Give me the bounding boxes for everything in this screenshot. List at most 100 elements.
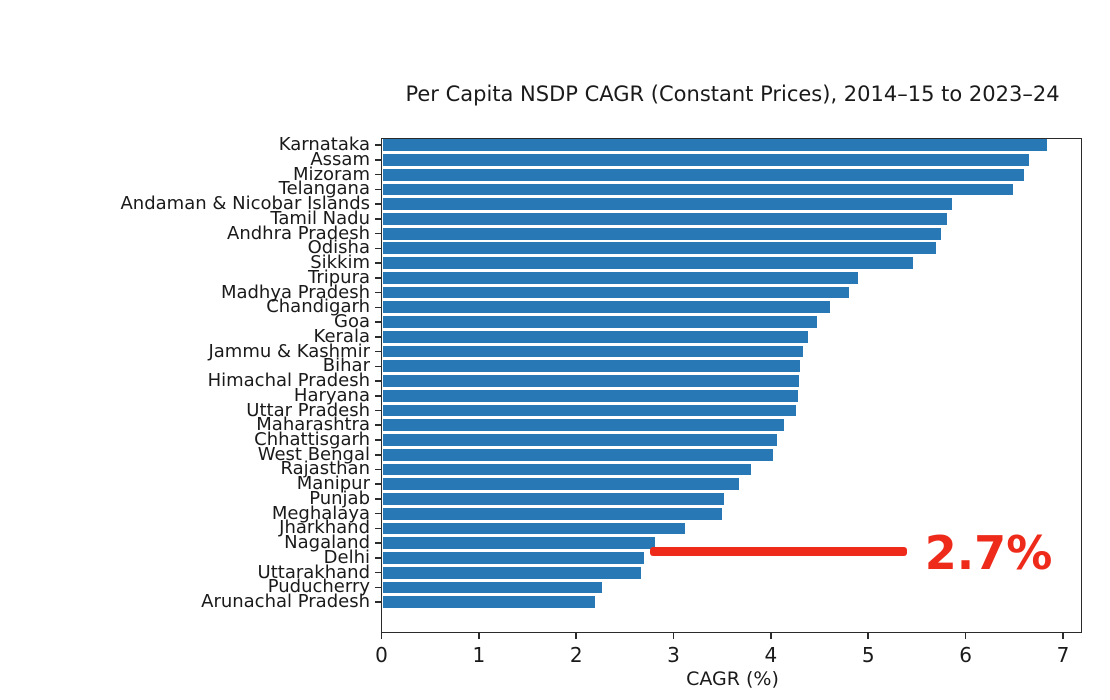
y-tick [375,527,381,530]
y-tick-label: Assam [310,148,370,170]
x-tick [380,633,383,639]
y-tick [375,173,381,176]
y-tick-label: Bihar [322,355,370,377]
bar [382,360,801,373]
bar [382,581,602,594]
x-tick [964,633,967,639]
bar [382,537,656,550]
x-tick-label: 0 [375,643,388,667]
y-tick [375,159,381,161]
x-tick-label: 3 [667,643,680,667]
y-tick [375,218,381,220]
y-tick [375,586,381,589]
y-tick-label: Uttar Pradesh [246,399,370,421]
y-tick-label: Sikkim [310,252,370,274]
y-tick [375,512,381,515]
bar [382,389,799,402]
bar [382,522,686,535]
x-tick [478,633,480,639]
y-tick [375,203,381,205]
bar [382,227,942,240]
bar [382,448,773,461]
annotation-value-label: 2.7% [924,525,1053,580]
y-tick [375,498,381,500]
x-tick-label: 6 [959,643,972,667]
y-tick-label: Maharashtra [256,414,370,436]
y-tick [375,394,381,397]
bar [382,404,797,417]
bar [382,419,784,432]
y-tick [375,557,381,559]
bar [382,139,1048,152]
y-tick [375,483,381,485]
y-tick [375,350,381,353]
y-tick [375,601,381,603]
y-tick-label: Chandigarh [266,296,370,318]
y-tick-label: Haryana [293,384,370,406]
y-tick-label: Chhattisgarh [254,429,370,450]
bar [382,463,752,476]
y-tick-label: Manipur [296,473,370,495]
y-tick-label: Andhra Pradesh [227,222,370,244]
y-tick-label: Telangana [278,178,370,200]
y-tick [375,380,381,382]
y-tick-label: Punjab [309,487,370,509]
bar [382,242,937,255]
y-tick-label: Karnataka [278,134,370,156]
y-tick [375,424,381,427]
bar [382,316,817,328]
bar [382,493,725,505]
y-tick-label: Delhi [323,546,370,568]
x-axis-title: CAGR (%) [686,668,779,690]
y-tick [375,321,381,323]
y-tick-label: Arunachal Pradesh [201,591,370,613]
bar [382,271,858,284]
y-tick-label: Himachal Pradesh [207,370,370,392]
y-tick-label: Jammu & Kashmir [208,340,370,362]
bar [382,257,914,270]
y-tick [375,453,381,456]
x-tick [1062,633,1064,639]
y-tick-label: Puducherry [267,576,370,598]
y-tick [375,277,381,279]
y-tick-label: Rajasthan [280,458,370,480]
x-tick-label: 5 [861,643,875,667]
y-tick-label: Meghalaya [271,502,370,524]
x-tick [867,633,870,639]
y-tick [375,144,381,146]
bar [382,183,1014,196]
y-tick [375,306,381,309]
bar [382,301,831,314]
annotation-line [650,546,908,557]
y-tick-label: West Bengal [257,443,370,465]
y-tick [375,409,381,412]
y-tick [375,188,381,191]
y-tick [375,542,381,544]
x-tick-label: 7 [1056,643,1070,667]
y-tick-label: Mizoram [293,163,370,185]
y-tick-label: Tripura [307,266,370,288]
bar [382,434,777,446]
bar [382,154,1029,166]
bar [382,345,804,358]
bar [382,198,952,211]
y-tick-label: Kerala [313,325,370,347]
y-tick [375,439,381,441]
y-tick-label: Tamil Nadu [270,207,370,229]
bar [382,478,739,491]
chart-title: Per Capita NSDP CAGR (Constant Prices), … [405,82,1060,106]
x-tick [770,633,772,639]
y-tick-label: Madhya Pradesh [220,281,370,303]
bar [382,330,808,343]
y-tick [375,468,381,471]
y-tick [375,291,381,294]
bar [382,507,723,520]
y-tick [375,232,381,235]
x-tick-label: 4 [764,643,778,667]
y-tick-label: Andaman & Nicobar Islands [120,193,370,215]
y-tick-label: Jharkhand [279,517,370,539]
x-tick-label: 2 [569,643,583,667]
y-tick [375,571,381,574]
y-tick-label: Nagaland [284,532,370,554]
